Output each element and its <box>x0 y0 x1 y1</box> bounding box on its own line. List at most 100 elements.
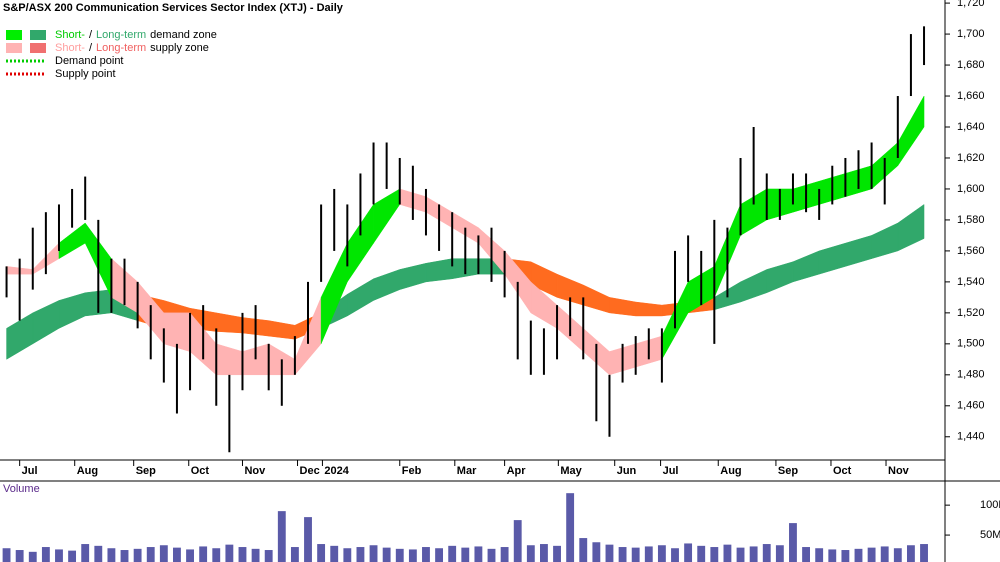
zone-segment <box>897 203 925 252</box>
y-tick-label: 1,480 <box>957 369 985 381</box>
volume-bar <box>68 550 77 562</box>
volume-bar <box>212 548 221 562</box>
volume-bar <box>789 523 797 562</box>
x-tick-label: 2024 <box>324 465 349 477</box>
y-tick-label: 1,620 <box>957 152 985 164</box>
volume-pane: 50M 100M <box>2 493 1000 562</box>
y-tick-label: 1,500 <box>957 338 985 350</box>
legend-label: Short- / Long-term supply zone <box>55 42 209 54</box>
volume-bar <box>618 547 627 562</box>
y-tick-label: 1,600 <box>957 183 985 195</box>
volume-bar <box>186 549 194 562</box>
volume-bar <box>749 546 758 562</box>
legend-label: Supply point <box>55 68 116 80</box>
legend-swatch <box>30 43 46 53</box>
volume-bar <box>841 550 850 562</box>
volume-bar <box>435 548 444 562</box>
volume-tick-label: 50M <box>980 529 1000 541</box>
x-tick-label: Dec <box>300 465 320 477</box>
volume-bar <box>526 545 535 562</box>
x-tick-label: Nov <box>888 465 910 477</box>
legend: Short- / Long-term demand zone Short- / Long-t… <box>6 29 217 80</box>
y-tick-label: 1,700 <box>957 28 985 40</box>
volume-bar <box>395 548 404 562</box>
volume-bar <box>684 543 693 562</box>
chart-title: S&P/ASX 200 Communication Services Secto… <box>3 2 344 14</box>
volume-bar <box>422 547 430 562</box>
volume-bar <box>264 550 273 562</box>
y-tick-label: 1,680 <box>957 59 985 71</box>
volume-bar <box>369 545 378 562</box>
volume-bar <box>251 548 260 562</box>
volume-bar <box>566 493 575 562</box>
volume-bar <box>41 547 50 562</box>
y-tick-label: 1,520 <box>957 307 985 319</box>
legend-text: Short- <box>55 42 85 54</box>
volume-bar <box>290 547 299 562</box>
legend-text: demand zone <box>150 29 217 41</box>
volume-bar <box>592 542 601 562</box>
volume-bar <box>474 546 483 562</box>
volume-bar <box>893 548 902 562</box>
volume-bar <box>94 545 103 562</box>
volume-bar <box>28 551 37 562</box>
legend-label: Short- / Long-term demand zone <box>55 29 217 41</box>
legend-swatch <box>6 30 22 40</box>
legend-text: Short- <box>55 29 85 41</box>
volume-bar <box>775 545 784 562</box>
volume-tick-label: 100M <box>980 499 1000 511</box>
legend-label: Demand point <box>55 55 124 67</box>
x-tick-label: Nov <box>244 465 266 477</box>
y-tick-label: 1,580 <box>957 214 985 226</box>
y-tick-label: 1,460 <box>957 400 985 412</box>
volume-bar <box>815 548 824 562</box>
x-tick-label: Sep <box>136 465 156 477</box>
volume-bar <box>461 547 470 562</box>
volume-bar <box>723 544 732 562</box>
y-tick-label: 1,640 <box>957 121 985 133</box>
x-tick-label: Aug <box>77 465 98 477</box>
volume-bar <box>880 546 889 562</box>
volume-bar <box>382 547 391 562</box>
volume-bar <box>631 547 640 562</box>
volume-bar <box>15 550 24 562</box>
volume-bar <box>330 545 339 562</box>
legend-text: Long-term <box>96 42 146 54</box>
x-tick-label: Oct <box>833 465 852 477</box>
volume-bar <box>173 547 181 562</box>
x-tick-label: Feb <box>402 465 422 477</box>
volume-bar <box>828 549 837 562</box>
volume-bar <box>697 545 706 562</box>
volume-bar <box>304 517 312 562</box>
x-tick-label: Apr <box>507 465 527 477</box>
volume-bar <box>736 547 745 562</box>
y-tick-label: 1,720 <box>957 0 985 9</box>
volume-bar <box>238 547 247 562</box>
legend-text: supply zone <box>150 42 209 54</box>
volume-bar <box>500 547 509 562</box>
volume-bar <box>867 547 876 562</box>
volume-bar <box>579 538 588 562</box>
volume-bar <box>159 545 168 562</box>
volume-bar <box>146 547 155 562</box>
volume-bar <box>120 550 129 562</box>
volume-bar <box>81 544 90 562</box>
volume-bar <box>710 547 719 562</box>
x-tick-label: Jul <box>22 465 38 477</box>
y-tick-label: 1,560 <box>957 245 985 257</box>
price-bars <box>5 26 926 453</box>
x-tick-label: Jun <box>617 465 637 477</box>
legend-text: Long-term <box>96 29 146 41</box>
legend-text: / <box>89 29 93 41</box>
volume-bar <box>657 545 666 562</box>
x-tick-label: Jul <box>663 465 679 477</box>
volume-bar <box>277 511 286 562</box>
volume-bar <box>107 548 116 562</box>
volume-bar <box>513 520 522 562</box>
volume-bar <box>920 544 928 562</box>
volume-bar <box>540 544 548 562</box>
volume-bar <box>317 544 326 562</box>
